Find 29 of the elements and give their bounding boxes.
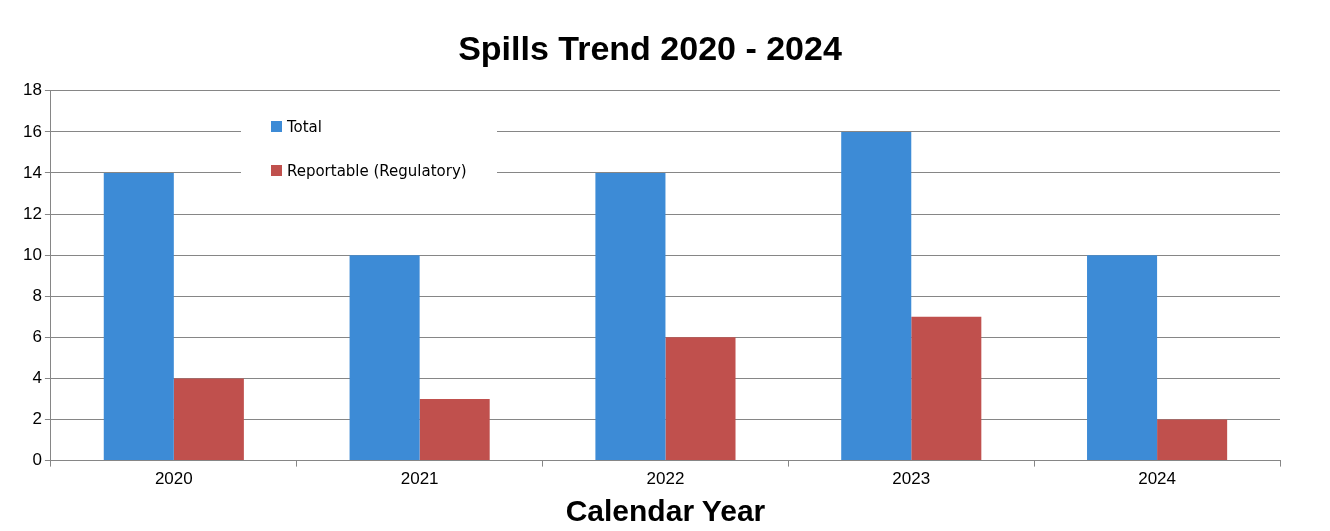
y-tick-label: 6 — [32, 327, 42, 347]
y-tick-label: 14 — [22, 162, 42, 182]
bar — [103, 172, 174, 461]
x-tick-label: 2021 — [400, 469, 439, 489]
y-tick-label: 18 — [22, 80, 42, 100]
x-tick-label: 2024 — [1138, 469, 1177, 489]
y-tick-label: 0 — [32, 450, 42, 470]
bar — [349, 255, 420, 461]
y-tick-label: 8 — [32, 285, 42, 305]
y-tick-label: 16 — [22, 121, 42, 141]
bar — [419, 398, 490, 461]
bar — [173, 378, 244, 461]
y-tick-label: 12 — [22, 203, 42, 223]
x-axis-title: Calendar Year — [565, 494, 766, 528]
legend-label: Reportable (Regulatory) — [286, 161, 467, 180]
x-tick-label: 2023 — [892, 469, 931, 489]
y-tick-label: 4 — [32, 368, 42, 388]
bar — [1157, 419, 1228, 461]
legend-label: Total — [286, 117, 322, 136]
chart-title: Spills Trend 2020 - 2024 — [458, 28, 842, 67]
bar — [665, 337, 736, 461]
bar — [841, 131, 912, 461]
bar — [911, 316, 982, 461]
x-tick-label: 2022 — [646, 469, 685, 489]
y-tick-label: 10 — [22, 244, 42, 264]
x-tick-label: 2020 — [154, 469, 193, 489]
bar — [595, 172, 666, 461]
y-tick-label: 2 — [32, 409, 42, 429]
bar — [1087, 255, 1158, 461]
